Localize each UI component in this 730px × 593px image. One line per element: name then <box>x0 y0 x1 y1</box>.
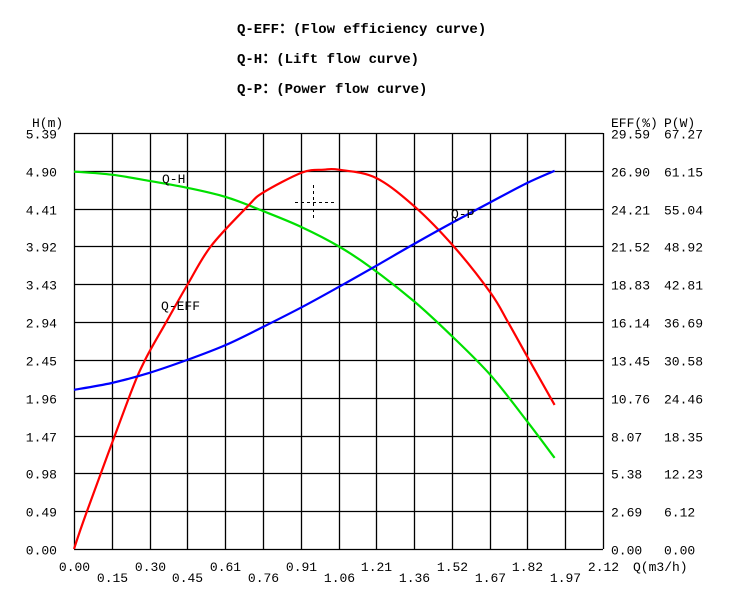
y-tick-label-eff: 29.59 <box>611 128 650 143</box>
tick-labels: 0.00 0.15 0.30 0.45 0.61 0.76 0.91 1.06 1.21 1.36… <box>26 128 703 587</box>
x-tick-label: 1.67 <box>475 571 506 586</box>
y-tick-label-left: 0.49 <box>26 506 57 521</box>
y-tick-label-eff: 24.21 <box>611 204 650 219</box>
y-tick-label-eff: 2.69 <box>611 506 642 521</box>
x-tick-label: 0.45 <box>172 571 203 586</box>
y-tick-label-eff: 10.76 <box>611 393 650 408</box>
y-tick-label-power: 6.12 <box>664 506 695 521</box>
y-tick-label-left: 4.41 <box>26 204 57 219</box>
x-tick-label: 0.76 <box>248 571 279 586</box>
title-q-p: Q-P：(Power flow curve) <box>237 82 427 98</box>
y-tick-label-left: 1.47 <box>26 431 57 446</box>
x-tick-label: 0.91 <box>286 560 317 575</box>
y-axis-label-left: H(m) <box>32 116 63 131</box>
x-tick-label: 1.21 <box>361 560 392 575</box>
y-tick-label-left: 3.43 <box>26 279 57 294</box>
title-q-h: Q-H：(Lift flow curve) <box>237 52 419 68</box>
series-label-q-eff: Q-EFF <box>161 299 200 314</box>
y-tick-label-power: 18.35 <box>664 431 703 446</box>
y-tick-label-left: 2.45 <box>26 355 57 370</box>
y-tick-label-left: 0.00 <box>26 544 57 559</box>
series-label-q-h: Q-H <box>162 172 185 187</box>
y-tick-label-left: 5.39 <box>26 128 57 143</box>
y-tick-label-power: 61.15 <box>664 166 703 181</box>
y-tick-label-power: 0.00 <box>664 544 695 559</box>
x-tick-label: 2.12 <box>588 560 619 575</box>
series-line-q-h <box>73 170 556 459</box>
x-tick-label: 0.15 <box>97 571 128 586</box>
title-q-eff: Q-EFF：(Flow efficiency curve) <box>237 22 486 38</box>
y-tick-label-power: 42.81 <box>664 279 703 294</box>
series-line-q-p <box>73 169 556 391</box>
x-tick-label: 0.61 <box>210 560 241 575</box>
x-tick-label: 1.52 <box>437 560 468 575</box>
y-tick-label-eff: 8.07 <box>611 431 642 446</box>
y-tick-label-eff: 21.52 <box>611 241 650 256</box>
y-axis-label-eff: EFF(%) <box>611 116 658 131</box>
grid <box>73 132 605 551</box>
y-tick-label-left: 2.94 <box>26 317 57 332</box>
y-tick-label-eff: 5.38 <box>611 468 642 483</box>
y-axis-label-power: P(W) <box>664 116 695 131</box>
series-line-q-eff <box>72 167 556 550</box>
y-tick-label-power: 67.27 <box>664 128 703 143</box>
x-tick-label: 1.06 <box>324 571 355 586</box>
x-tick-label: 0.00 <box>59 560 90 575</box>
y-tick-label-power: 12.23 <box>664 468 703 483</box>
x-tick-label: 1.97 <box>550 571 581 586</box>
y-tick-label-left: 4.90 <box>26 166 57 181</box>
y-tick-label-eff: 13.45 <box>611 355 650 370</box>
y-tick-label-power: 24.46 <box>664 393 703 408</box>
y-tick-label-power: 30.58 <box>664 355 703 370</box>
x-axis-label: Q(m3/h) <box>633 560 688 575</box>
y-tick-label-left: 0.98 <box>26 468 57 483</box>
y-tick-label-eff: 0.00 <box>611 544 642 559</box>
y-tick-label-power: 55.04 <box>664 204 703 219</box>
y-tick-label-eff: 26.90 <box>611 166 650 181</box>
y-tick-label-eff: 16.14 <box>611 317 650 332</box>
y-tick-label-power: 36.69 <box>664 317 703 332</box>
x-tick-label: 1.82 <box>512 560 543 575</box>
x-tick-label: 1.36 <box>399 571 430 586</box>
series-label-q-p: Q-P <box>451 207 475 222</box>
y-tick-label-left: 3.92 <box>26 241 57 256</box>
curves <box>72 167 556 550</box>
y-tick-label-left: 1.96 <box>26 393 57 408</box>
y-tick-label-power: 48.92 <box>664 241 703 256</box>
x-tick-label: 0.30 <box>135 560 166 575</box>
crosshair-cursor <box>295 185 334 218</box>
y-tick-label-eff: 18.83 <box>611 279 650 294</box>
